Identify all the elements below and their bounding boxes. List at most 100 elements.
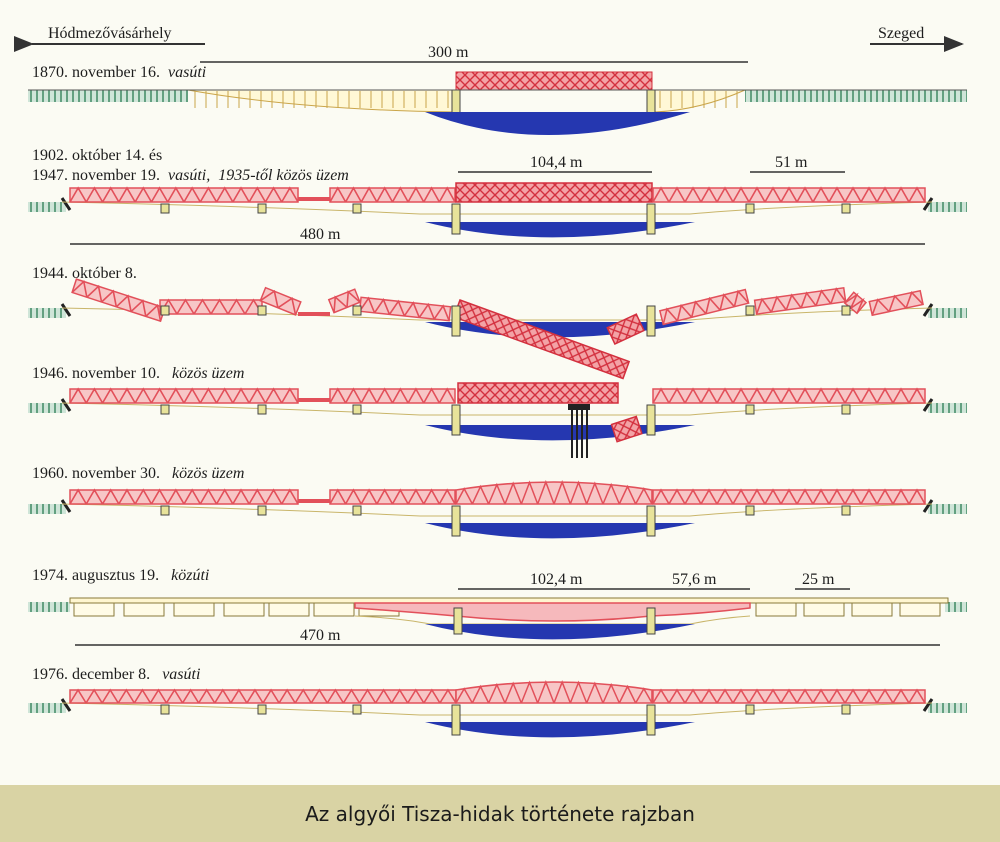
- approach-span: [73, 602, 115, 617]
- pier: [646, 404, 656, 436]
- main-span-1902: [455, 182, 653, 203]
- dimension-51-label: 51 m: [775, 154, 808, 171]
- dimension-300-label: 300 m: [428, 44, 469, 61]
- pier: [745, 203, 755, 214]
- pier: [352, 505, 362, 516]
- bridge-1946: [28, 382, 967, 458]
- approach-span: [313, 602, 355, 617]
- pier: [841, 505, 851, 516]
- temporary-pier: [568, 404, 590, 458]
- pier: [160, 203, 170, 214]
- ground-line: [61, 702, 933, 716]
- fallen-main-span: [452, 299, 631, 380]
- truss-span-left-2: [329, 488, 456, 505]
- caption-bar: Az algyői Tisza-hidak története rajzban: [0, 785, 1000, 842]
- truss-span-left: [69, 186, 299, 203]
- embankment-right: [928, 403, 967, 413]
- pier: [160, 505, 170, 516]
- row-1974: 1974. augusztus 19. közúti 102,4 m 57,6 …: [28, 567, 967, 646]
- row-1870-date: 1870. november 16. vasúti: [32, 64, 206, 81]
- pier: [257, 305, 267, 316]
- collapsed-span: [259, 286, 302, 316]
- abutment-right: [922, 197, 934, 211]
- bridge-1902: [28, 182, 967, 238]
- row-1947-date: 1947. november 19. vasúti, 1935-től közö…: [32, 167, 349, 184]
- collapsed-span: [753, 286, 847, 316]
- short-span: [298, 398, 330, 402]
- bridge-1976: [28, 679, 967, 738]
- collapsed-span: [658, 288, 750, 326]
- embankment-right: [745, 90, 967, 102]
- pier: [451, 505, 461, 537]
- pier: [352, 704, 362, 715]
- pier: [745, 704, 755, 715]
- row-1976: 1976. december 8. vasúti: [28, 666, 967, 738]
- row-1944-date: 1944. október 8.: [32, 265, 137, 282]
- embankment-left: [28, 703, 66, 713]
- river: [425, 112, 690, 135]
- truss-span-right: [652, 387, 926, 404]
- ground-line: [61, 201, 933, 215]
- pier: [841, 305, 851, 316]
- embankment-left: [28, 602, 70, 612]
- pier: [451, 404, 461, 436]
- ground-line: [61, 402, 933, 416]
- pier: [745, 505, 755, 516]
- diagram-canvas: Hódmezővásárhely Szeged 300 m 1870. nove…: [13, 25, 967, 738]
- provisional-span: [457, 382, 619, 404]
- abutment-left: [60, 398, 72, 412]
- collapsed-span: [71, 278, 166, 323]
- pier: [451, 89, 461, 115]
- truss-span-left: [69, 387, 299, 404]
- abutment-right: [922, 698, 934, 712]
- pier: [451, 305, 461, 337]
- pier: [352, 404, 362, 415]
- pier: [453, 607, 463, 635]
- pier: [745, 305, 755, 316]
- pier: [646, 704, 656, 736]
- river: [425, 722, 695, 738]
- approach-span: [223, 602, 265, 617]
- dimension-104-label: 104,4 m: [530, 154, 583, 171]
- pier: [646, 305, 656, 337]
- embankment-left: [28, 90, 188, 102]
- arched-main-span: [455, 479, 653, 505]
- short-span: [298, 312, 330, 316]
- river: [425, 624, 695, 640]
- pier: [646, 89, 656, 115]
- pier: [451, 704, 461, 736]
- dimension-102-label: 102,4 m: [530, 571, 583, 588]
- ground-line: [61, 503, 933, 517]
- pier: [257, 404, 267, 415]
- embankment-left: [28, 202, 66, 212]
- abutment-left: [60, 197, 72, 211]
- collapsed-span: [868, 289, 924, 317]
- pier: [257, 203, 267, 214]
- embankment-right: [928, 504, 967, 514]
- row-1976-date: 1976. december 8. vasúti: [32, 666, 200, 683]
- bridge-1944-destroyed: [28, 278, 967, 380]
- approach-span: [803, 602, 845, 617]
- pier: [841, 404, 851, 415]
- approach-span: [123, 602, 165, 617]
- pier: [841, 203, 851, 214]
- truss-span-left-2: [329, 387, 456, 404]
- embankment-left: [28, 308, 66, 318]
- pier: [160, 404, 170, 415]
- approach-span: [755, 602, 797, 617]
- approach-span: [173, 602, 215, 617]
- pier: [646, 203, 656, 235]
- row-1946-date: 1946. november 10. közös üzem: [32, 365, 244, 382]
- pier: [257, 704, 267, 715]
- pier: [745, 404, 755, 415]
- row-1960-date: 1960. november 30. közös üzem: [32, 465, 244, 482]
- abutment-right: [922, 303, 934, 317]
- embankment-right: [945, 602, 967, 612]
- approach-span: [899, 602, 941, 617]
- row-1902-date: 1902. október 14. és: [32, 147, 162, 164]
- truss-span-left-2: [329, 186, 456, 203]
- approach-span: [268, 602, 310, 617]
- pier: [257, 505, 267, 516]
- row-1870: 300 m 1870. november 16. vasúti: [28, 44, 967, 135]
- embankment-left: [28, 504, 66, 514]
